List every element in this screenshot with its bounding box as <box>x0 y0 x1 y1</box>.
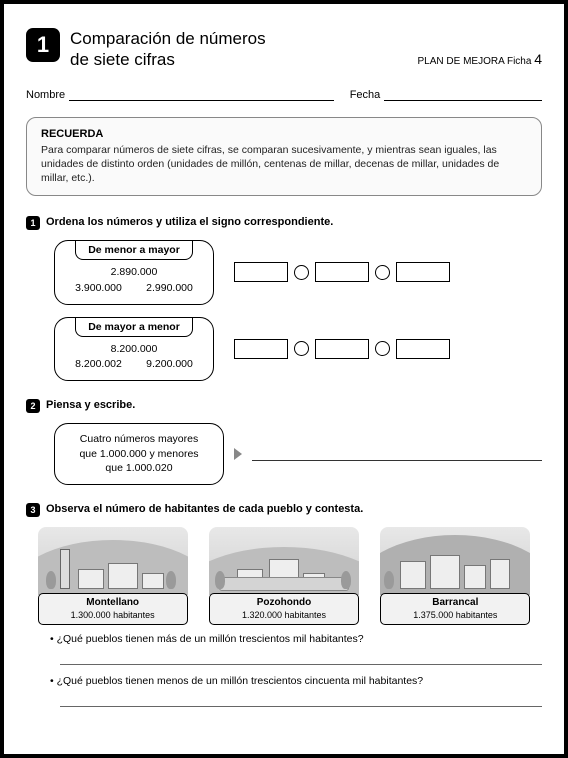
worksheet-header: 1 Comparación de números de siete cifras… <box>26 28 542 71</box>
card-b-n1: 8.200.000 <box>111 342 158 358</box>
fecha-field: Fecha <box>350 89 542 101</box>
exercise-1: 1 Ordena los números y utiliza el signo … <box>26 216 542 381</box>
name-date-row: Nombre Fecha <box>26 89 542 101</box>
ex2-row: Cuatro números mayores que 1.000.000 y m… <box>26 423 542 485</box>
sign-circle[interactable] <box>375 265 390 280</box>
ex1-slots-a <box>234 262 450 282</box>
main-title-line1: Comparación de números <box>70 28 408 49</box>
plan-prefix: PLAN DE MEJORA Ficha <box>418 56 535 67</box>
card-mayor-menor: De mayor a menor 8.200.000 8.200.002 9.2… <box>54 317 214 382</box>
main-title-line2: de siete cifras <box>70 49 408 70</box>
ex3-q2-answer-line[interactable] <box>60 695 542 707</box>
ex3-q2: ¿Qué pueblos tienen menos de un millón t… <box>50 675 542 707</box>
ex2-line1: Cuatro números mayores <box>69 432 209 447</box>
ex3-questions: ¿Qué pueblos tienen más de un millón tre… <box>26 633 542 707</box>
town-montellano: Montellano 1.300.000 habitantes <box>38 527 188 625</box>
sign-circle[interactable] <box>375 341 390 356</box>
card-a-n3: 2.990.000 <box>146 281 193 297</box>
ex1-number-badge: 1 <box>26 216 40 230</box>
fecha-label: Fecha <box>350 89 381 101</box>
sign-circle[interactable] <box>294 341 309 356</box>
town-name: Barrancal <box>385 597 525 610</box>
nombre-label: Nombre <box>26 89 65 101</box>
ex2-line3: que 1.000.020 <box>69 461 209 476</box>
nombre-field: Nombre <box>26 89 334 101</box>
recuerda-title: RECUERDA <box>41 128 527 140</box>
town-label: Montellano 1.300.000 habitantes <box>38 593 188 625</box>
ex3-number-badge: 3 <box>26 503 40 517</box>
exercise-2: 2 Piensa y escribe. Cuatro números mayor… <box>26 399 542 485</box>
ex3-q1: ¿Qué pueblos tienen más de un millón tre… <box>50 633 542 665</box>
ex2-line2: que 1.000.000 y menores <box>69 447 209 462</box>
card-a-body: 2.890.000 3.900.000 2.990.000 <box>55 260 213 304</box>
ex3-q1-answer-line[interactable] <box>60 653 542 665</box>
ex2-number-badge: 2 <box>26 399 40 413</box>
answer-slot[interactable] <box>234 262 288 282</box>
answer-slot[interactable] <box>234 339 288 359</box>
card-a-n2: 3.900.000 <box>75 281 122 297</box>
sign-circle[interactable] <box>294 265 309 280</box>
exercise-3: 3 Observa el número de habitantes de cad… <box>26 503 542 707</box>
town-pop: 1.375.000 habitantes <box>385 610 525 621</box>
town-barrancal: Barrancal 1.375.000 habitantes <box>380 527 530 625</box>
ex2-prompt-card: Cuatro números mayores que 1.000.000 y m… <box>54 423 224 485</box>
ex1-row-b: De mayor a menor 8.200.000 8.200.002 9.2… <box>26 317 542 382</box>
ex3-q2-text: ¿Qué pueblos tienen menos de un millón t… <box>50 675 542 687</box>
ex1-title: Ordena los números y utiliza el signo co… <box>46 216 333 228</box>
ex2-title: Piensa y escribe. <box>46 399 135 411</box>
town-name: Pozohondo <box>214 597 354 610</box>
answer-slot[interactable] <box>396 339 450 359</box>
ex3-header: 3 Observa el número de habitantes de cad… <box>26 503 542 517</box>
fecha-input-line[interactable] <box>384 89 542 101</box>
town-name: Montellano <box>43 597 183 610</box>
answer-slot[interactable] <box>315 262 369 282</box>
town-illustration <box>209 527 359 595</box>
ex1-slots-b <box>234 339 450 359</box>
title-block: Comparación de números de siete cifras <box>70 28 408 71</box>
answer-slot[interactable] <box>396 262 450 282</box>
recuerda-box: RECUERDA Para comparar números de siete … <box>26 117 542 197</box>
towns-row: Montellano 1.300.000 habitantes Pozohond… <box>26 527 542 633</box>
town-label: Barrancal 1.375.000 habitantes <box>380 593 530 625</box>
town-label: Pozohondo 1.320.000 habitantes <box>209 593 359 625</box>
card-b-n3: 9.200.000 <box>146 357 193 373</box>
ex2-header: 2 Piensa y escribe. <box>26 399 542 413</box>
ex3-q1-text: ¿Qué pueblos tienen más de un millón tre… <box>50 633 542 645</box>
card-a-head: De menor a mayor <box>75 241 194 260</box>
recuerda-text: Para comparar números de siete cifras, s… <box>41 143 527 186</box>
card-b-body: 8.200.000 8.200.002 9.200.000 <box>55 337 213 381</box>
answer-slot[interactable] <box>315 339 369 359</box>
arrow-right-icon <box>234 448 242 460</box>
unit-number-badge: 1 <box>26 28 60 62</box>
plan-label: PLAN DE MEJORA Ficha 4 <box>418 51 543 71</box>
town-pop: 1.320.000 habitantes <box>214 610 354 621</box>
town-illustration <box>38 527 188 595</box>
ex1-row-a: De menor a mayor 2.890.000 3.900.000 2.9… <box>26 240 542 305</box>
card-menor-mayor: De menor a mayor 2.890.000 3.900.000 2.9… <box>54 240 214 305</box>
town-pozohondo: Pozohondo 1.320.000 habitantes <box>209 527 359 625</box>
card-b-head: De mayor a menor <box>75 318 194 337</box>
ex1-header: 1 Ordena los números y utiliza el signo … <box>26 216 542 230</box>
ex3-title: Observa el número de habitantes de cada … <box>46 503 363 515</box>
nombre-input-line[interactable] <box>69 89 334 101</box>
town-pop: 1.300.000 habitantes <box>43 610 183 621</box>
card-a-n1: 2.890.000 <box>111 265 158 281</box>
card-b-n2: 8.200.002 <box>75 357 122 373</box>
ex2-answer-line[interactable] <box>252 447 542 461</box>
plan-number: 4 <box>534 51 542 67</box>
town-illustration <box>380 527 530 595</box>
